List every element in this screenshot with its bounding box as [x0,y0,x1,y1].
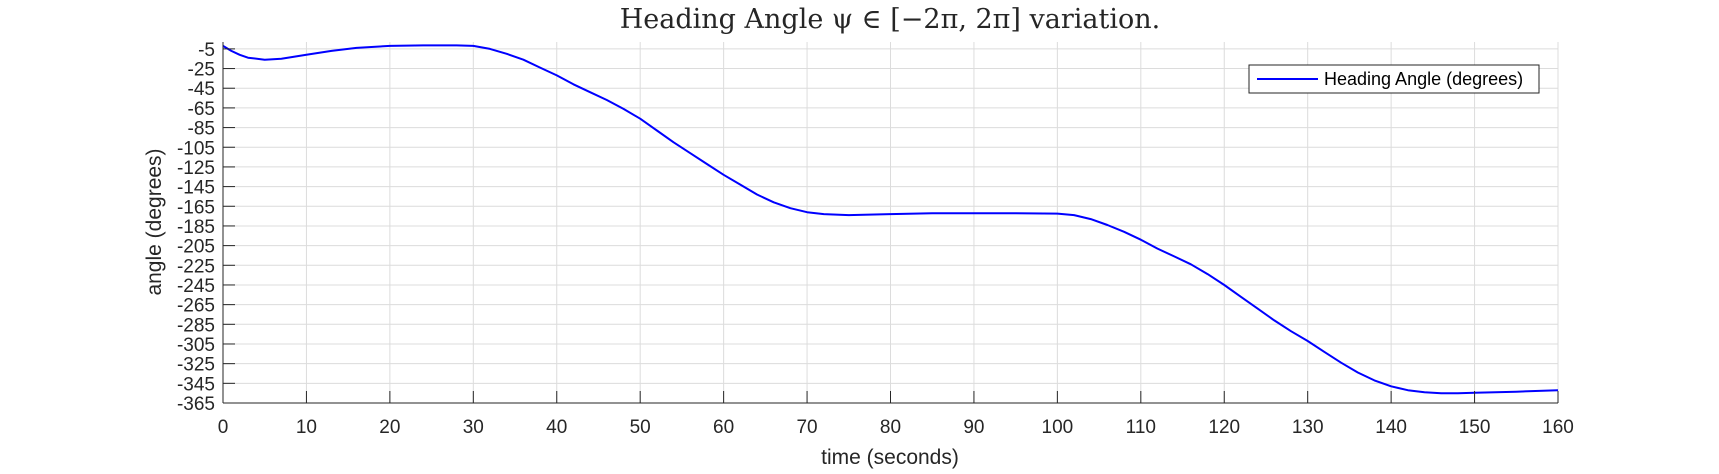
y-tick-label: -165 [177,197,215,218]
x-tick-label: 140 [1375,417,1407,438]
y-tick-label: -305 [177,335,215,356]
x-tick-label: 60 [713,417,734,438]
y-tick-label: -145 [177,178,215,199]
y-axis-label: angle (degrees) [143,148,166,295]
y-tick-label: -265 [177,296,215,317]
x-tick-label: 130 [1292,417,1324,438]
x-tick-label: 90 [963,417,984,438]
y-tick-label: -105 [177,138,215,159]
x-tick-label: 30 [463,417,484,438]
y-tick-label: -365 [177,394,215,415]
x-tick-label: 160 [1542,417,1574,438]
x-tick-label: 0 [218,417,229,438]
x-tick-label: 20 [379,417,400,438]
x-tick-label: 100 [1042,417,1074,438]
x-tick-label: 110 [1126,417,1156,438]
x-tick-label: 120 [1208,417,1240,438]
x-tick-label: 10 [296,417,317,438]
y-tick-label: -225 [177,256,215,277]
y-tick-label: -85 [188,119,215,140]
y-tick-label: -285 [177,315,215,336]
x-tick-label: 40 [546,417,567,438]
chart-title: Heading Angle ψ ∈ [−2π, 2π] variation. [620,4,1160,35]
y-tick-label: -185 [177,217,215,238]
x-tick-label: 50 [630,417,651,438]
tick-labels: 0 10 20 30 40 50 60 70 80 90 100 110 120 130 140 150 160… [177,40,1574,438]
x-tick-label: 150 [1459,417,1491,438]
legend: Heading Angle (degrees) [1248,64,1540,94]
y-tick-label: -45 [188,79,215,100]
y-tick-label: -325 [177,355,215,376]
legend-entry-label: Heading Angle (degrees) [1324,69,1523,89]
x-tick-label: 80 [880,417,901,438]
y-tick-label: -345 [177,374,215,395]
y-tick-label: -65 [188,99,215,120]
y-tick-label: -5 [198,40,215,61]
x-tick-label: 70 [796,417,817,438]
series-line-heading-angle [222,44,1559,395]
series-lines [222,44,1559,395]
x-axis-label: time (seconds) [821,446,959,469]
y-tick-label: -25 [188,60,215,81]
y-tick-label: -205 [177,237,215,258]
y-tick-label: -125 [177,158,215,179]
axes [222,42,1559,404]
y-tick-label: -245 [177,276,215,297]
